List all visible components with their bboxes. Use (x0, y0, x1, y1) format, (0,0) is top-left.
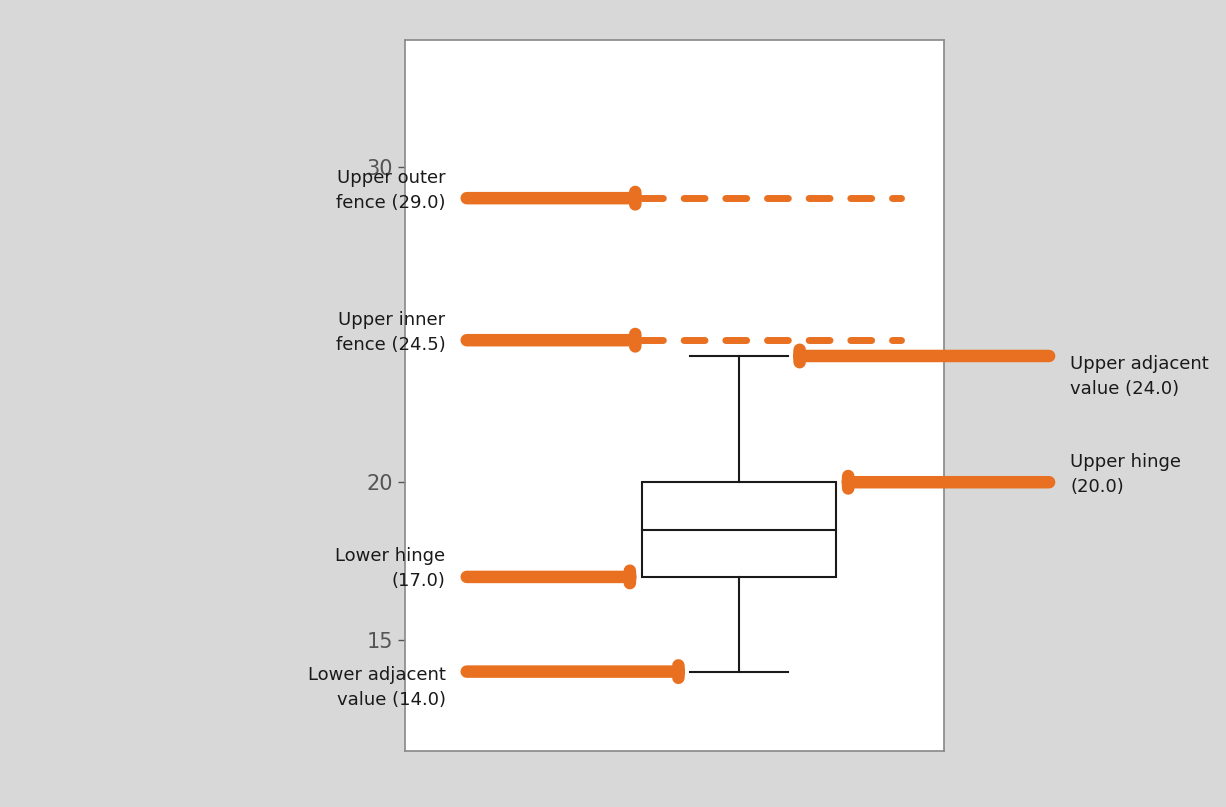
Text: Upper hinge
(20.0): Upper hinge (20.0) (1070, 453, 1182, 495)
Text: Lower hinge
(17.0): Lower hinge (17.0) (336, 547, 445, 591)
Text: Lower adjacent
value (14.0): Lower adjacent value (14.0) (308, 667, 445, 709)
Text: Upper inner
fence (24.5): Upper inner fence (24.5) (336, 311, 445, 353)
Bar (642, 483, 836, 577)
Text: Upper outer
fence (29.0): Upper outer fence (29.0) (336, 169, 445, 211)
Text: Upper adjacent
value (24.0): Upper adjacent value (24.0) (1070, 354, 1209, 398)
